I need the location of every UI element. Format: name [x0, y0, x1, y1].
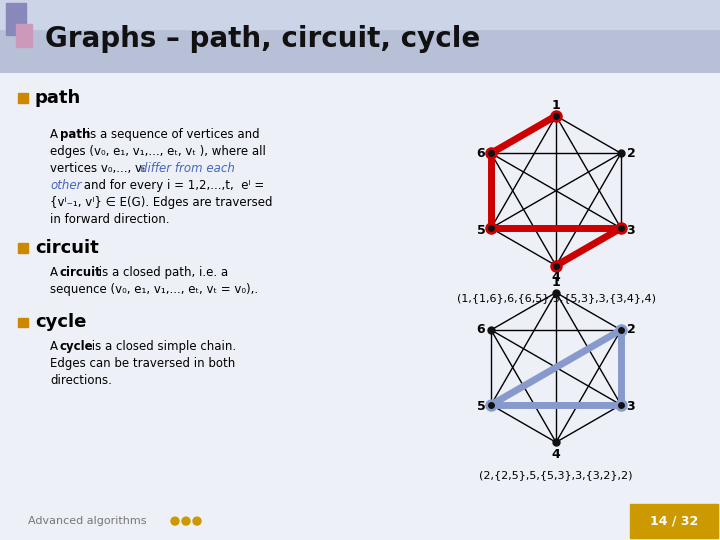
Text: in forward direction.: in forward direction. [50, 213, 169, 226]
Circle shape [182, 517, 190, 525]
Text: 2: 2 [626, 323, 635, 336]
Text: 1: 1 [552, 276, 560, 289]
Text: is a sequence of vertices and: is a sequence of vertices and [83, 128, 260, 141]
Text: 6: 6 [477, 323, 485, 336]
Text: vertices v₀,..., vₜ: vertices v₀,..., vₜ [50, 162, 149, 175]
Text: 1: 1 [552, 99, 560, 112]
Text: 6: 6 [477, 147, 485, 160]
Text: other: other [50, 179, 81, 192]
Text: Edges can be traversed in both: Edges can be traversed in both [50, 357, 235, 370]
Text: path: path [60, 128, 91, 141]
Text: (1,{1,6},6,{6,5},5,{5,3},3,{3,4},4): (1,{1,6},6,{6,5},5,{5,3},3,{3,4},4) [456, 294, 655, 303]
Text: 4: 4 [552, 448, 560, 461]
Text: circuit: circuit [60, 266, 102, 279]
Text: A: A [50, 340, 62, 354]
Text: 4: 4 [552, 271, 560, 284]
Text: A: A [50, 266, 62, 279]
Text: sequence (v₀, e₁, v₁,..., eₜ, vₜ = v₀),.: sequence (v₀, e₁, v₁,..., eₜ, vₜ = v₀),. [50, 282, 258, 295]
Text: circuit: circuit [35, 239, 99, 256]
Text: 5: 5 [477, 400, 485, 413]
Text: cycle: cycle [35, 314, 86, 332]
Text: directions.: directions. [50, 374, 112, 387]
Bar [18, 242, 28, 253]
Text: (2,{2,5},5,{5,3},3,{3,2},2): (2,{2,5},5,{5,3},3,{3,2},2) [480, 470, 633, 480]
Text: is a closed path, i.e. a: is a closed path, i.e. a [95, 266, 228, 279]
Text: and for every i = 1,2,...,t,  eᴵ =: and for every i = 1,2,...,t, eᴵ = [80, 179, 264, 192]
Text: {vᴵ₋₁, vᴵ} ∈ E(G). Edges are traversed: {vᴵ₋₁, vᴵ} ∈ E(G). Edges are traversed [50, 195, 272, 208]
Circle shape [171, 517, 179, 525]
Bar [6, 3, 26, 35]
Bar [16, 24, 32, 48]
Text: 2: 2 [626, 147, 635, 160]
Text: Advanced algorithms: Advanced algorithms [28, 516, 146, 526]
Text: 5: 5 [477, 224, 485, 237]
Text: is a closed simple chain.: is a closed simple chain. [88, 340, 236, 354]
Bar [0, 0, 720, 29]
Bar [630, 504, 718, 538]
Text: 3: 3 [626, 400, 635, 413]
Text: path: path [35, 89, 81, 107]
Text: differ from each: differ from each [140, 162, 235, 175]
Text: 3: 3 [626, 224, 635, 237]
Bar [18, 93, 28, 103]
Text: edges (v₀, e₁, v₁,..., eₜ, vₜ ), where all: edges (v₀, e₁, v₁,..., eₜ, vₜ ), where a… [50, 145, 266, 158]
Text: 14 / 32: 14 / 32 [650, 515, 698, 528]
Text: cycle: cycle [60, 340, 94, 354]
Text: A: A [50, 128, 62, 141]
Circle shape [193, 517, 201, 525]
Bar [18, 318, 28, 327]
Text: Graphs – path, circuit, cycle: Graphs – path, circuit, cycle [45, 25, 480, 53]
